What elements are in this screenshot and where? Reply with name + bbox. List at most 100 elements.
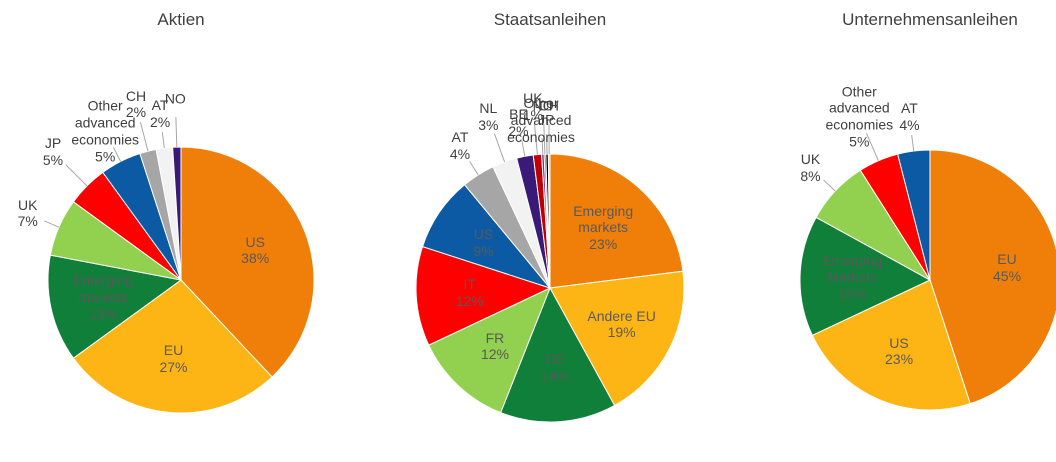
category-label: NO bbox=[164, 90, 186, 107]
data-label: DE 14% bbox=[510, 351, 600, 385]
data-label: UK 7% bbox=[0, 197, 73, 231]
pie-slice bbox=[549, 270, 685, 407]
data-label: EU 27% bbox=[128, 343, 218, 377]
data-label: Other advanced economies bbox=[496, 95, 586, 145]
chart-title: Staatsanleihen bbox=[493, 10, 607, 29]
data-label: Andere EU 19% bbox=[577, 308, 667, 342]
category-label: EU bbox=[163, 342, 184, 359]
value-label: 2% bbox=[149, 114, 171, 131]
category-label: AT bbox=[901, 100, 918, 117]
leader-line bbox=[493, 133, 506, 163]
value-label: 3% bbox=[478, 116, 499, 133]
value-label: 13% bbox=[89, 305, 118, 322]
leader-line bbox=[543, 124, 546, 155]
chart-title: Unternehmensanleihen bbox=[842, 10, 1018, 29]
category-label: Emerging markets bbox=[73, 272, 134, 306]
data-label: US 38% bbox=[210, 234, 300, 268]
category-label: UK bbox=[523, 90, 543, 106]
data-label: NL 3% bbox=[443, 100, 533, 134]
value-label: 12% bbox=[455, 293, 484, 310]
category-label: Emerging Markets bbox=[822, 252, 882, 286]
value-label: 23% bbox=[885, 351, 914, 368]
category-label: BE bbox=[509, 106, 528, 123]
chart-title: Aktien bbox=[157, 10, 205, 29]
pie-slice bbox=[428, 287, 551, 414]
data-label: AT 4% bbox=[415, 129, 505, 163]
category-label: Other advanced economies bbox=[507, 95, 575, 145]
data-label: Other advanced economies 5% bbox=[814, 83, 904, 150]
leader-line bbox=[161, 132, 165, 149]
value-label: 5% bbox=[95, 147, 116, 164]
value-label: 38% bbox=[241, 250, 270, 267]
data-label: Emerging markets 13% bbox=[58, 272, 148, 322]
data-label: AT 2% bbox=[115, 98, 205, 132]
value-label: 23% bbox=[589, 236, 618, 253]
category-label: JP bbox=[44, 135, 62, 152]
category-label: US bbox=[473, 226, 494, 242]
pie-slice bbox=[799, 216, 932, 337]
data-label: JP 5% bbox=[8, 135, 98, 169]
category-label: Other advanced economies bbox=[825, 83, 894, 133]
pie-slice bbox=[547, 153, 551, 289]
pie-slice bbox=[811, 279, 971, 411]
pie-slice bbox=[549, 153, 684, 289]
leader-line bbox=[112, 147, 122, 162]
value-label: 5% bbox=[42, 152, 64, 168]
category-label: DE bbox=[545, 351, 565, 368]
data-label: UK 1% bbox=[488, 90, 578, 124]
leader-line bbox=[65, 164, 88, 187]
value-label: 9% bbox=[473, 242, 494, 259]
category-label: CH bbox=[125, 87, 147, 104]
category-label: IT bbox=[463, 276, 476, 293]
category-label: Andere EU bbox=[587, 307, 656, 324]
data-label: Other advanced economies 5% bbox=[60, 98, 150, 165]
leader-line bbox=[139, 121, 149, 152]
pie-slice bbox=[180, 146, 315, 378]
category-label: AT bbox=[451, 129, 469, 146]
category-label: AT bbox=[151, 97, 169, 114]
value-label: 1% bbox=[522, 106, 543, 123]
value-label: 8% bbox=[800, 167, 821, 184]
category-label: CH bbox=[538, 97, 559, 114]
leader-line bbox=[44, 220, 60, 228]
pie-slice bbox=[47, 254, 183, 359]
value-label: 45% bbox=[993, 267, 1022, 284]
category-label: FR bbox=[485, 329, 505, 346]
value-label: 2% bbox=[125, 104, 147, 121]
category-label: JP bbox=[538, 111, 555, 128]
value-label: 7% bbox=[17, 213, 38, 230]
pie-slice bbox=[72, 279, 273, 414]
value-label: 12% bbox=[480, 346, 509, 363]
data-label: NO bbox=[130, 91, 220, 108]
data-label: FR 12% bbox=[450, 330, 540, 364]
category-label: US bbox=[245, 233, 265, 250]
leader-line bbox=[534, 124, 538, 155]
data-label: AT 4% bbox=[864, 100, 954, 134]
data-label: UK 8% bbox=[765, 151, 855, 185]
data-label: EU 45% bbox=[962, 251, 1052, 285]
value-label: 15% bbox=[838, 285, 867, 302]
leader-line bbox=[469, 161, 479, 176]
data-label: NO bbox=[498, 98, 588, 115]
value-label: 14% bbox=[541, 368, 570, 385]
data-label: CH 2% bbox=[91, 88, 181, 122]
category-label: Other advanced economies bbox=[71, 97, 140, 148]
leader-line bbox=[865, 132, 879, 161]
pie-slice bbox=[500, 286, 616, 423]
value-label: 5% bbox=[849, 133, 870, 150]
category-label: EU bbox=[997, 251, 1017, 267]
data-label: Emerging markets 23% bbox=[558, 202, 648, 252]
data-label: US 23% bbox=[854, 335, 944, 369]
category-label: UK bbox=[18, 196, 38, 213]
value-label: 2% bbox=[508, 122, 529, 139]
value-label: 4% bbox=[449, 146, 471, 163]
data-label: BE 2% bbox=[474, 106, 564, 140]
value-label: 4% bbox=[899, 117, 920, 134]
data-label: IT 12% bbox=[425, 276, 515, 310]
leader-line bbox=[823, 179, 836, 192]
leader-line bbox=[521, 140, 526, 157]
category-label: NL bbox=[479, 99, 498, 116]
data-label: CH bbox=[504, 98, 594, 115]
